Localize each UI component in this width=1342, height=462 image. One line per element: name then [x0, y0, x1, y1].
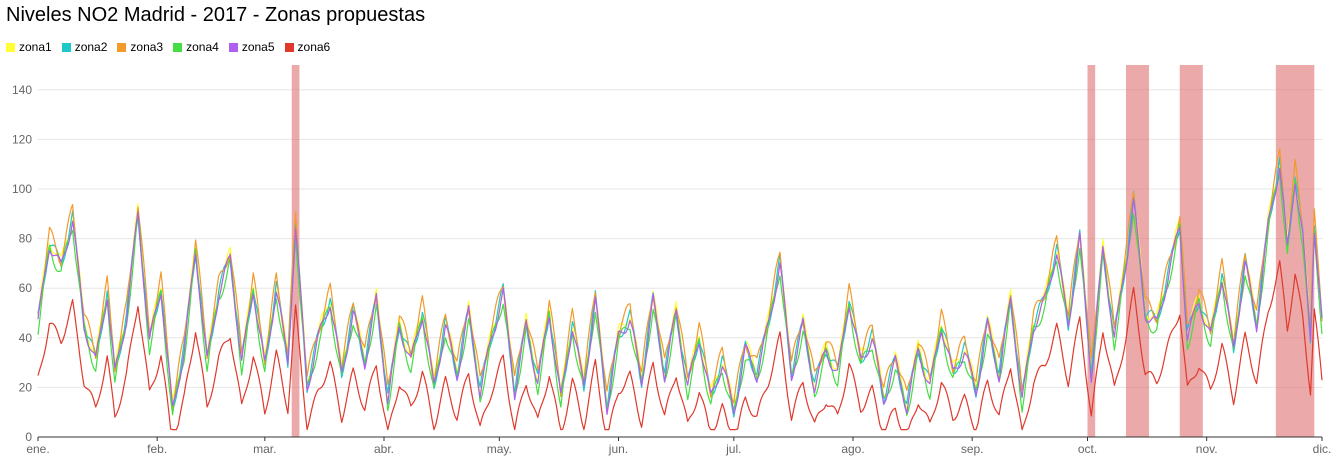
x-tick-label-jun.: jun.	[608, 442, 628, 456]
legend-label-zona3: zona3	[130, 40, 164, 54]
highlight-bands	[291, 65, 1315, 437]
y-tick-label-120: 120	[12, 132, 32, 146]
legend-label-zona5: zona5	[241, 40, 275, 54]
legend: zona1 zona2 zona3 zona4 zona5 zona6	[6, 40, 330, 54]
x-tick-label-oct.: oct.	[1078, 442, 1097, 456]
legend-item-zona3[interactable]: zona3	[117, 40, 163, 54]
legend-swatch-zona6	[284, 42, 294, 52]
legend-item-zona4[interactable]: zona4	[173, 40, 219, 54]
y-tick-label-20: 20	[19, 380, 33, 394]
x-tick-label-dic.: dic.	[1313, 442, 1332, 456]
y-tick-label-0: 0	[25, 430, 32, 444]
axes: 0 20 40 60 80 100 120 140 ene. feb. mar. abr. may. ju…	[12, 83, 1331, 456]
chart-title: Niveles NO2 Madrid - 2017 - Zonas propue…	[6, 4, 426, 26]
legend-label-zona1: zona1	[19, 40, 52, 54]
x-tick-label-nov.: nov.	[1196, 442, 1218, 456]
legend-swatch-zona1	[6, 42, 15, 52]
x-tick-label-sep.: sep.	[961, 442, 984, 456]
legend-swatch-zona5	[228, 42, 238, 52]
legend-swatch-zona3	[117, 42, 127, 52]
x-tick-label-ene.: ene.	[26, 442, 49, 456]
series-line-zona5	[37, 167, 1323, 415]
legend-label-zona4: zona4	[186, 40, 219, 54]
y-tick-label-100: 100	[12, 182, 32, 196]
x-tick-label-abr.: abr.	[374, 442, 394, 456]
legend-label-zona2: zona2	[74, 40, 108, 54]
highlight-band-3	[1179, 65, 1203, 437]
y-tick-label-140: 140	[12, 83, 32, 97]
legend-item-zona6[interactable]: zona6	[284, 40, 331, 54]
series-line-zona6	[37, 260, 1323, 431]
legend-label-zona6: zona6	[297, 40, 331, 54]
series-lines	[37, 148, 1323, 431]
x-tick-label-may.: may.	[487, 442, 512, 456]
legend-item-zona1[interactable]: zona1	[6, 40, 52, 54]
x-tick-label-jul.: jul.	[725, 442, 741, 456]
highlight-band-1	[1087, 65, 1096, 437]
legend-swatch-zona2	[61, 42, 71, 52]
series-line-zona3	[37, 148, 1323, 411]
legend-item-zona2[interactable]: zona2	[61, 40, 108, 54]
highlight-band-0	[291, 65, 300, 437]
y-tick-label-80: 80	[19, 232, 33, 246]
legend-swatch-zona4	[173, 42, 183, 52]
x-tick-label-mar.: mar.	[253, 442, 276, 456]
x-tick-label-ago.: ago.	[841, 442, 864, 456]
legend-item-zona5[interactable]: zona5	[228, 40, 275, 54]
y-tick-label-40: 40	[19, 331, 33, 345]
x-tick-label-feb.: feb.	[147, 442, 167, 456]
highlight-band-2	[1125, 65, 1150, 437]
y-tick-label-60: 60	[19, 281, 33, 295]
